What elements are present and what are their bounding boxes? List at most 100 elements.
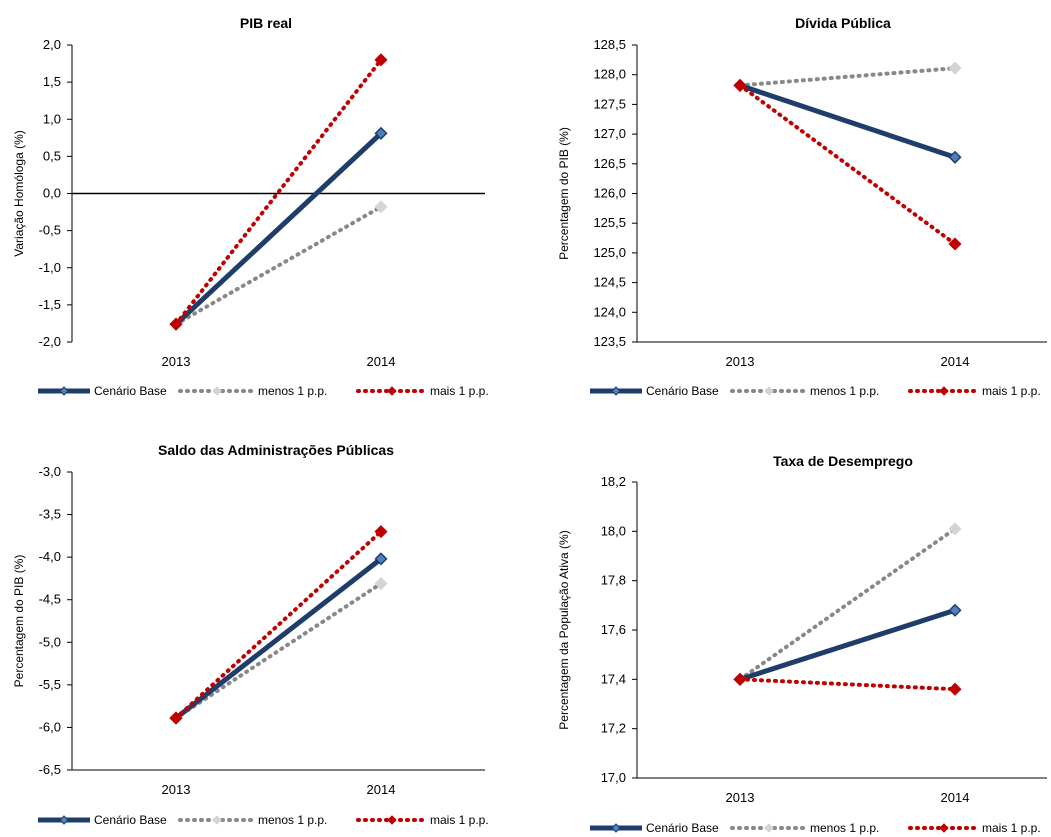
y-axis-label: Percentagem da População Ativa (%) bbox=[557, 530, 571, 729]
series-line-mais-1pp bbox=[738, 677, 957, 692]
y-axis-label: Percentagem do PIB (%) bbox=[557, 127, 571, 260]
y-tick-label: -2,0 bbox=[39, 334, 61, 349]
x-tick-label: 2014 bbox=[367, 354, 396, 369]
y-tick-label: 17,8 bbox=[601, 573, 626, 588]
y-tick-label: -5,5 bbox=[39, 677, 61, 692]
legend-marker bbox=[59, 386, 69, 396]
y-tick-label: 17,0 bbox=[601, 770, 626, 785]
y-tick-label: -1,0 bbox=[39, 260, 61, 275]
y-tick-label: 128,0 bbox=[593, 67, 626, 82]
data-point bbox=[374, 200, 388, 214]
data-point bbox=[948, 61, 962, 75]
legend-marker bbox=[611, 386, 621, 396]
y-tick-label: 17,2 bbox=[601, 721, 626, 736]
series-line-cenario-base bbox=[174, 131, 383, 327]
y-tick-label: 18,0 bbox=[601, 523, 626, 538]
data-point bbox=[374, 525, 388, 539]
y-tick-label: 125,0 bbox=[593, 245, 626, 260]
series-line-cenario-base bbox=[739, 83, 956, 160]
legend-marker bbox=[764, 386, 774, 396]
y-tick-label: -0,5 bbox=[39, 223, 61, 238]
x-tick-label: 2014 bbox=[941, 790, 970, 805]
y-tick-label: -3,0 bbox=[39, 464, 61, 479]
legend-marker bbox=[764, 823, 774, 833]
y-tick-label: -6,5 bbox=[39, 762, 61, 777]
legend: Cenário Base menos 1 p.p. mais 1 p.p. bbox=[590, 384, 1041, 398]
y-tick-label: 2,0 bbox=[43, 37, 61, 52]
chart-4: Taxa de Desemprego Percentagem da Populaç… bbox=[557, 453, 1047, 835]
y-tick-label: 126,5 bbox=[593, 156, 626, 171]
y-tick-label: 0,5 bbox=[43, 148, 61, 163]
series-line-mais-1pp bbox=[174, 529, 383, 721]
legend-label: Cenário Base bbox=[94, 384, 167, 398]
series-line-cenario-base bbox=[739, 607, 956, 682]
chart-3: Saldo das Administrações Públicas Percent… bbox=[12, 442, 489, 827]
y-tick-label: -5,0 bbox=[39, 634, 61, 649]
legend: Cenário Base menos 1 p.p. mais 1 p.p. bbox=[38, 384, 489, 398]
chart-1: PIB real Variação Homóloga (%) 2,0 1,5 1,0 0,… bbox=[12, 15, 489, 398]
series-line-menos-1pp bbox=[738, 66, 957, 88]
data-point bbox=[169, 317, 183, 331]
series-line-mais-1pp bbox=[738, 83, 957, 246]
data-point bbox=[169, 711, 183, 725]
data-point bbox=[948, 522, 962, 536]
legend-marker bbox=[387, 815, 397, 825]
legend-label: Cenário Base bbox=[94, 813, 167, 827]
y-tick-label: 126,0 bbox=[593, 186, 626, 201]
legend-marker bbox=[212, 386, 222, 396]
legend-label: menos 1 p.p. bbox=[258, 813, 327, 827]
data-point bbox=[948, 682, 962, 696]
y-tick-label: 123,5 bbox=[593, 334, 626, 349]
legend-label: mais 1 p.p. bbox=[982, 384, 1041, 398]
y-tick-label: 127,5 bbox=[593, 96, 626, 111]
legend-label: menos 1 p.p. bbox=[810, 821, 879, 835]
data-point bbox=[948, 603, 962, 617]
x-tick-label: 2013 bbox=[726, 790, 755, 805]
data-point bbox=[374, 126, 388, 140]
y-axis-label: Variação Homóloga (%) bbox=[12, 130, 26, 257]
y-tick-label: 1,0 bbox=[43, 111, 61, 126]
y-tick-label: -1,5 bbox=[39, 297, 61, 312]
x-tick-label: 2013 bbox=[726, 354, 755, 369]
legend-marker bbox=[387, 386, 397, 396]
legend: Cenário Base menos 1 p.p. mais 1 p.p. bbox=[38, 813, 489, 827]
legend-marker bbox=[59, 815, 69, 825]
series-line-menos-1pp bbox=[738, 526, 957, 682]
y-tick-label: -6,0 bbox=[39, 719, 61, 734]
data-point bbox=[374, 552, 388, 566]
y-axis-label: Percentagem do PIB (%) bbox=[12, 555, 26, 688]
legend-marker bbox=[939, 386, 949, 396]
x-tick-label: 2014 bbox=[941, 354, 970, 369]
y-tick-label: 127,0 bbox=[593, 126, 626, 141]
x-tick-label: 2014 bbox=[367, 782, 396, 797]
chart-title: Saldo das Administrações Públicas bbox=[158, 442, 394, 458]
series-line-mais-1pp bbox=[174, 57, 383, 327]
legend-label: Cenário Base bbox=[646, 821, 719, 835]
legend-label: menos 1 p.p. bbox=[258, 384, 327, 398]
chart-title: Taxa de Desemprego bbox=[773, 453, 913, 469]
y-tick-label: 124,0 bbox=[593, 304, 626, 319]
y-tick-label: 18,2 bbox=[601, 474, 626, 489]
legend-label: Cenário Base bbox=[646, 384, 719, 398]
y-tick-label: 1,5 bbox=[43, 74, 61, 89]
y-tick-label: 125,5 bbox=[593, 215, 626, 230]
legend-marker bbox=[611, 823, 621, 833]
y-tick-label: -4,0 bbox=[39, 549, 61, 564]
y-tick-label: 0,0 bbox=[43, 186, 61, 201]
chart-title: Dívida Pública bbox=[795, 15, 891, 31]
chart-2: Dívida Pública Percentagem do PIB (%) 128,… bbox=[557, 15, 1047, 398]
data-point bbox=[374, 576, 388, 591]
x-tick-label: 2013 bbox=[162, 782, 191, 797]
data-point bbox=[733, 672, 747, 686]
legend-marker bbox=[212, 815, 222, 825]
chart-title: PIB real bbox=[240, 15, 292, 31]
y-tick-label: 128,5 bbox=[593, 37, 626, 52]
data-point bbox=[948, 237, 962, 251]
data-point bbox=[733, 78, 747, 92]
series-line-cenario-base bbox=[174, 556, 383, 721]
series-line-menos-1pp bbox=[174, 204, 383, 327]
legend-label: mais 1 p.p. bbox=[430, 813, 489, 827]
data-point bbox=[374, 53, 388, 67]
series-line-menos-1pp bbox=[174, 581, 383, 721]
y-tick-label: 17,4 bbox=[601, 671, 626, 686]
